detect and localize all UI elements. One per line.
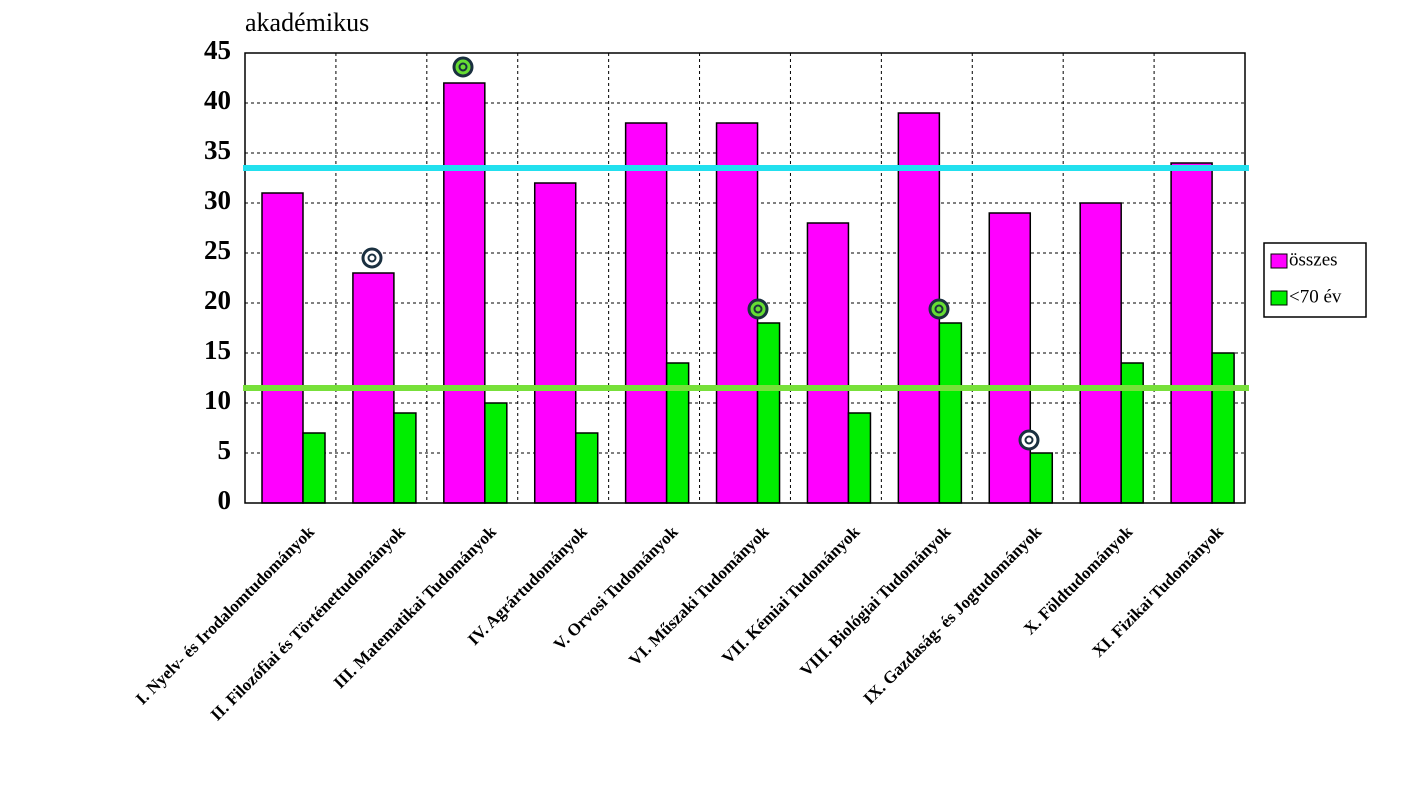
y-tick-label: 10 xyxy=(204,385,231,415)
marker xyxy=(1024,435,1034,445)
bar xyxy=(624,122,668,504)
x-tick-label: VIII. Biológiai Tudományok xyxy=(796,522,954,680)
x-tick-label: II. Filozófiai és Történettudományok xyxy=(207,522,410,725)
marker xyxy=(928,298,950,320)
y-tick-label: 30 xyxy=(204,185,231,215)
bar xyxy=(443,82,486,504)
marker xyxy=(367,253,377,263)
marker xyxy=(753,304,763,314)
bar xyxy=(806,222,850,504)
bar xyxy=(938,322,963,504)
bar xyxy=(665,362,690,504)
marker xyxy=(458,62,468,72)
y-tick-label: 20 xyxy=(204,285,231,315)
marker xyxy=(1018,429,1040,451)
reference-lines xyxy=(243,165,1249,391)
bar xyxy=(1029,452,1054,504)
annotation-markers xyxy=(361,56,1040,451)
legend-swatch xyxy=(1270,253,1288,269)
bar xyxy=(1079,202,1122,504)
y-tick-label: 35 xyxy=(204,135,231,165)
y-tick-label: 45 xyxy=(204,35,231,65)
bars xyxy=(261,82,1235,504)
bar xyxy=(756,322,781,504)
y-tick-label: 5 xyxy=(218,435,232,465)
bar xyxy=(574,432,599,504)
y-tick-label: 40 xyxy=(204,85,231,115)
y-tick-label: 0 xyxy=(218,485,232,515)
bar xyxy=(533,182,577,504)
bar xyxy=(847,412,872,504)
legend-swatch xyxy=(1270,290,1288,306)
bar xyxy=(1170,162,1213,504)
marker xyxy=(747,298,769,320)
legend-label: <70 év xyxy=(1289,286,1342,307)
bar xyxy=(1120,362,1144,504)
bar xyxy=(988,212,1032,504)
bar xyxy=(1211,352,1235,504)
bar xyxy=(393,412,417,504)
x-tick-label: IX. Gazdaság- és Jogtudományok xyxy=(860,522,1046,708)
marker xyxy=(934,304,944,314)
y-tick-label: 15 xyxy=(204,335,231,365)
chart-title: akadémikus xyxy=(245,8,369,37)
bar xyxy=(484,402,508,504)
marker xyxy=(361,247,383,269)
x-tick-label: III. Matematikai Tudományok xyxy=(330,522,500,692)
x-tick-label: I. Nyelv- és Irodalomtudományok xyxy=(132,522,319,709)
legend-label: összes xyxy=(1289,249,1338,270)
y-tick-label: 25 xyxy=(204,235,231,265)
bar xyxy=(302,432,326,504)
marker xyxy=(452,56,474,78)
bar xyxy=(261,192,304,504)
plot-border xyxy=(244,52,1246,504)
